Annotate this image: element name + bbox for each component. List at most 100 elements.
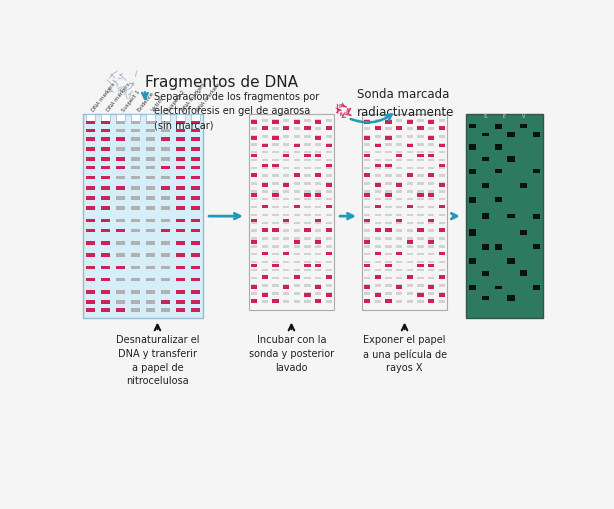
Bar bbox=[161, 291, 170, 294]
Bar bbox=[262, 191, 268, 193]
Bar bbox=[386, 229, 392, 233]
Bar bbox=[428, 241, 435, 244]
Bar bbox=[251, 261, 257, 264]
Bar bbox=[418, 159, 424, 162]
Bar bbox=[293, 246, 300, 248]
Bar bbox=[438, 246, 445, 248]
Bar bbox=[161, 219, 170, 223]
Bar bbox=[116, 166, 125, 170]
Bar bbox=[116, 301, 125, 304]
Bar bbox=[146, 166, 155, 170]
Bar bbox=[406, 277, 413, 279]
Bar bbox=[406, 207, 413, 209]
Bar bbox=[304, 253, 311, 256]
Bar bbox=[325, 269, 332, 272]
Bar bbox=[386, 238, 392, 240]
Bar bbox=[315, 128, 321, 130]
Bar bbox=[375, 144, 381, 146]
Bar bbox=[364, 207, 370, 209]
Bar bbox=[272, 128, 279, 130]
Bar bbox=[272, 261, 279, 264]
Bar bbox=[262, 253, 268, 256]
Bar bbox=[315, 174, 321, 178]
Bar bbox=[375, 183, 381, 185]
Bar bbox=[386, 293, 392, 295]
Bar bbox=[86, 197, 95, 201]
Bar bbox=[283, 154, 289, 158]
Bar bbox=[304, 261, 311, 264]
Bar bbox=[364, 261, 370, 264]
Bar bbox=[386, 269, 392, 272]
Bar bbox=[315, 183, 321, 185]
Bar bbox=[251, 199, 257, 201]
Bar bbox=[86, 278, 95, 282]
Bar bbox=[262, 144, 268, 146]
Bar bbox=[428, 230, 435, 233]
Bar bbox=[304, 159, 311, 162]
Bar bbox=[262, 293, 268, 295]
Bar bbox=[272, 253, 279, 256]
Bar bbox=[315, 246, 321, 248]
Bar bbox=[161, 177, 170, 180]
Bar bbox=[176, 115, 185, 122]
Bar bbox=[262, 261, 268, 264]
Bar bbox=[86, 242, 95, 245]
Bar bbox=[283, 191, 289, 193]
Bar bbox=[521, 271, 527, 276]
Bar bbox=[386, 183, 392, 185]
Bar bbox=[176, 158, 185, 162]
Bar bbox=[146, 207, 155, 211]
Bar bbox=[364, 175, 370, 178]
Bar bbox=[375, 207, 381, 209]
Bar bbox=[283, 127, 289, 130]
Bar bbox=[396, 175, 402, 178]
Bar bbox=[364, 300, 370, 303]
Bar bbox=[251, 300, 257, 303]
Bar bbox=[86, 166, 95, 170]
Bar bbox=[325, 191, 332, 193]
Bar bbox=[481, 157, 489, 162]
Bar bbox=[375, 253, 381, 256]
Bar bbox=[406, 261, 413, 264]
Bar bbox=[146, 187, 155, 190]
Bar bbox=[161, 230, 170, 233]
Bar bbox=[386, 207, 392, 209]
Bar bbox=[262, 152, 268, 154]
Bar bbox=[364, 214, 370, 217]
Bar bbox=[375, 300, 381, 303]
Bar bbox=[131, 254, 140, 258]
Bar bbox=[262, 229, 268, 233]
Bar bbox=[283, 120, 289, 123]
Bar bbox=[375, 230, 381, 233]
Bar bbox=[176, 219, 185, 223]
Bar bbox=[304, 199, 311, 201]
Bar bbox=[304, 264, 311, 268]
Bar bbox=[325, 145, 332, 148]
Bar bbox=[494, 286, 502, 290]
Bar bbox=[386, 120, 392, 123]
Bar bbox=[396, 246, 402, 248]
Bar bbox=[101, 230, 110, 233]
Bar bbox=[325, 252, 332, 256]
Bar bbox=[191, 309, 200, 313]
Bar bbox=[315, 137, 321, 140]
Bar bbox=[251, 167, 257, 169]
Bar bbox=[315, 121, 321, 125]
Bar bbox=[325, 128, 332, 130]
Bar bbox=[283, 152, 289, 154]
Bar bbox=[418, 264, 424, 268]
Bar bbox=[116, 177, 125, 180]
Bar bbox=[101, 242, 110, 245]
Bar bbox=[364, 277, 370, 279]
Bar bbox=[249, 115, 334, 311]
Bar bbox=[396, 269, 402, 272]
Bar bbox=[375, 152, 381, 154]
Bar bbox=[418, 269, 424, 272]
Bar bbox=[146, 278, 155, 282]
Bar bbox=[251, 154, 257, 158]
Bar bbox=[396, 152, 402, 154]
Bar bbox=[375, 285, 381, 287]
Bar bbox=[386, 277, 392, 279]
Bar bbox=[428, 191, 435, 193]
Bar bbox=[418, 193, 424, 197]
